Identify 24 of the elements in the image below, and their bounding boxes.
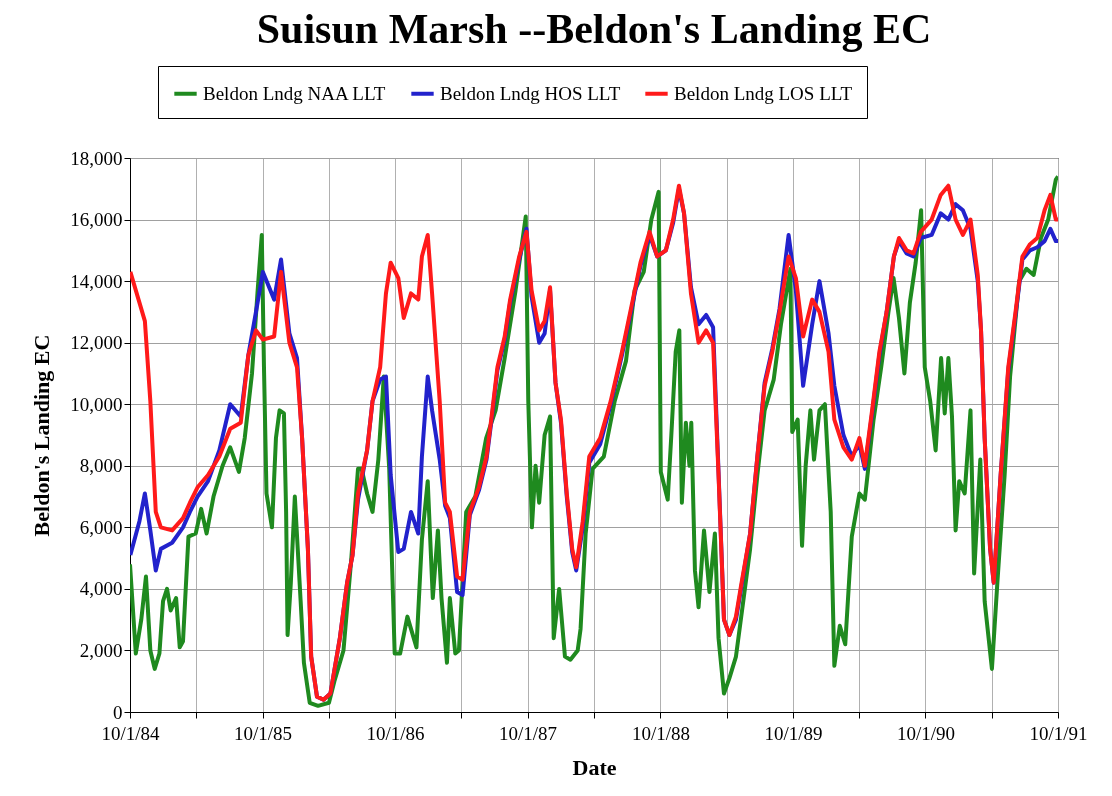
x-tick-label: 10/1/86 (366, 722, 425, 744)
y-tick-label: 12,000 (70, 332, 123, 354)
legend-label: Beldon Lndg HOS LLT (440, 82, 621, 104)
y-tick-label: 8,000 (79, 455, 123, 477)
x-tick-label: 10/1/90 (896, 722, 956, 744)
legend-label: Beldon Lndg LOS LLT (674, 82, 853, 104)
x-tick-label: 10/1/88 (631, 722, 690, 744)
y-tick-label: 10,000 (70, 393, 123, 415)
y-tick-label: 2,000 (79, 639, 123, 661)
x-tick-label: 10/1/85 (233, 722, 293, 744)
y-tick-label: 14,000 (70, 270, 123, 292)
y-tick-label: 18,000 (70, 147, 123, 169)
legend-label: Beldon Lndg NAA LLT (203, 82, 386, 104)
x-tick-label: 10/1/87 (499, 722, 558, 744)
x-tick-label: 10/1/84 (101, 722, 161, 744)
y-tick-label: 6,000 (79, 516, 123, 538)
y-tick-label: 16,000 (70, 209, 123, 231)
x-tick-label: 10/1/91 (1029, 722, 1088, 744)
y-axis-title: Beldon's Landing EC (29, 334, 55, 537)
y-tick-label: 0 (113, 701, 123, 723)
y-tick-label: 4,000 (79, 578, 123, 600)
x-axis-title: Date (572, 754, 617, 780)
chart-title: Suisun Marsh --Beldon's Landing EC (256, 5, 932, 52)
x-tick-label: 10/1/89 (764, 722, 823, 744)
